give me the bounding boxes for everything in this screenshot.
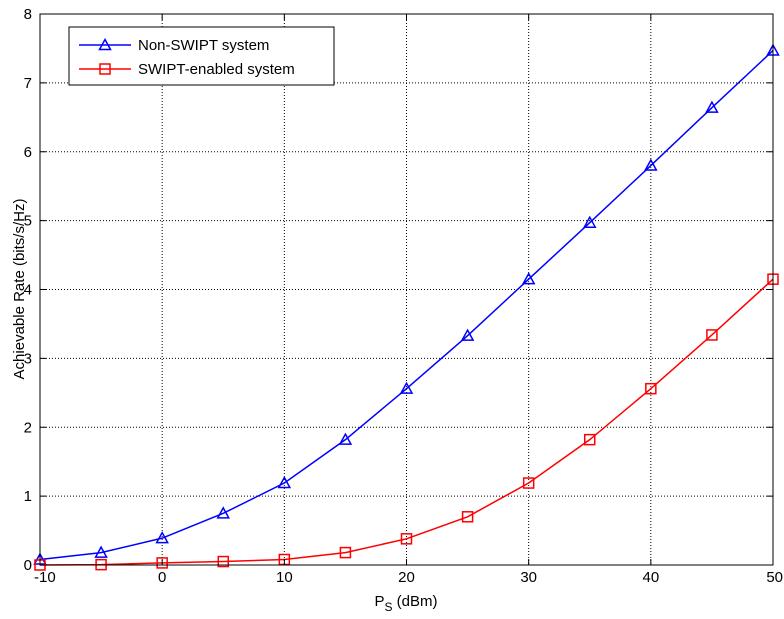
x-axis-label-unit: (dBm) — [393, 593, 438, 610]
data-point-triangle — [644, 158, 658, 171]
legend: Non-SWIPT system SWIPT-enabled system — [68, 26, 335, 86]
data-point-triangle — [521, 272, 536, 285]
y-tick-label: 4 — [24, 282, 32, 299]
x-tick-label: 40 — [642, 569, 659, 586]
y-tick-label: 2 — [24, 419, 32, 436]
legend-item-non-swipt: Non-SWIPT system — [79, 37, 269, 54]
data-point-square — [217, 555, 229, 568]
y-tick-label: 7 — [24, 75, 32, 92]
x-tick-label: 0 — [158, 569, 166, 586]
data-point-square — [400, 533, 413, 545]
y-tick-label: 8 — [24, 6, 32, 23]
legend-label-non-swipt: Non-SWIPT system — [138, 37, 269, 54]
data-point-triangle — [155, 531, 169, 544]
legend-box — [68, 26, 335, 86]
data-point-square — [522, 477, 535, 489]
data-point-square — [339, 546, 352, 559]
x-tick-label: 20 — [398, 569, 415, 586]
x-tick-label: 10 — [276, 569, 293, 586]
y-tick-label: 5 — [24, 213, 32, 230]
data-point-triangle — [460, 328, 475, 341]
data-point-triangle — [705, 100, 719, 113]
data-point-triangle — [582, 215, 597, 228]
data-point-triangle — [338, 432, 353, 445]
data-point-square — [461, 511, 474, 523]
data-point-triangle — [277, 475, 292, 489]
y-tick-label: 0 — [24, 557, 32, 574]
legend-marker-triangle — [98, 37, 112, 51]
legend-label-swipt: SWIPT-enabled system — [138, 61, 295, 78]
y-axis-label: Achievable Rate (bits/s/Hz) — [11, 199, 28, 380]
data-point-square — [645, 382, 657, 395]
data-point-square — [584, 433, 596, 446]
y-tick-label: 3 — [24, 350, 32, 367]
data-point-square — [156, 557, 168, 569]
x-tick-label: -10 — [34, 569, 56, 586]
data-point-triangle — [216, 506, 231, 519]
data-point-triangle — [399, 381, 414, 394]
y-tick-label: 6 — [24, 144, 32, 161]
x-axis-label-subscript: S — [385, 600, 393, 614]
x-axis-label-main: P — [374, 593, 384, 610]
series-non-swipt — [33, 43, 780, 565]
series-line — [39, 49, 774, 561]
x-tick-label: 30 — [520, 569, 537, 586]
legend-item-swipt: SWIPT-enabled system — [79, 61, 295, 78]
y-tick-label: 1 — [24, 488, 32, 505]
legend-marker-square — [99, 63, 111, 75]
ticks — [39, 13, 774, 566]
x-tick-label: 50 — [766, 569, 783, 586]
data-point-square — [706, 329, 718, 341]
data-point-triangle — [94, 545, 108, 558]
x-axis-label: PS (dBm) — [374, 593, 437, 614]
